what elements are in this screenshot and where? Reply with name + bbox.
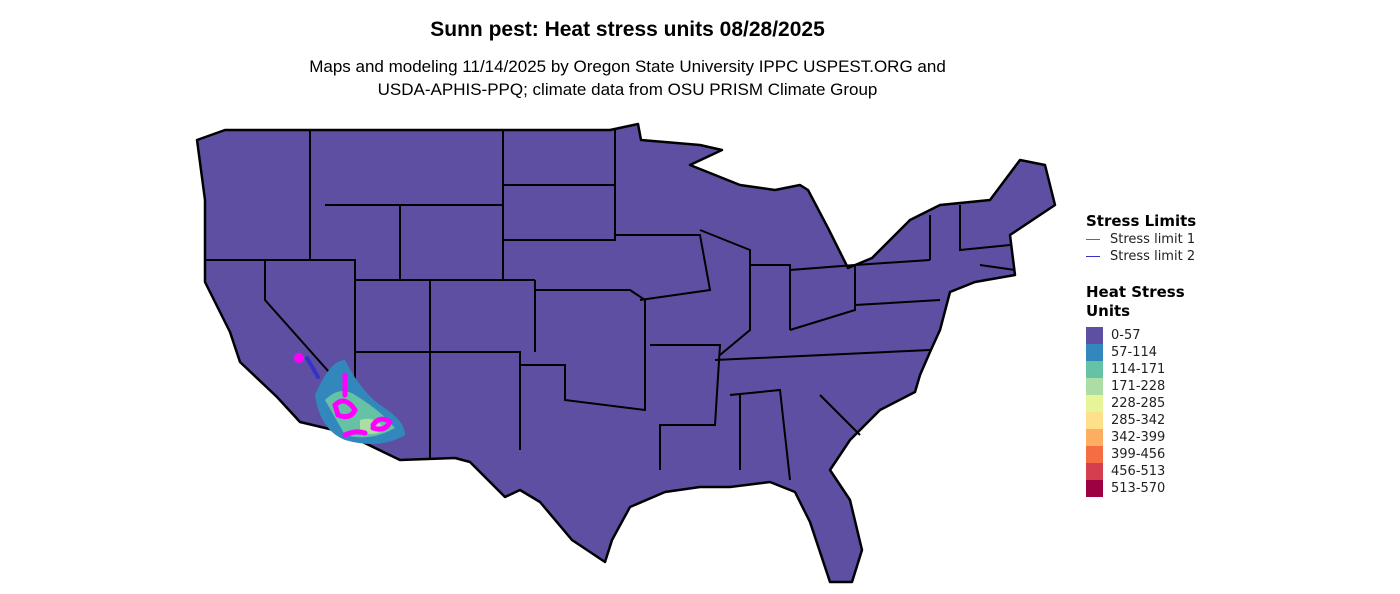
legend-color-swatch xyxy=(1086,395,1103,412)
legend-color-swatch xyxy=(1086,344,1103,361)
legend-label: 114-171 xyxy=(1111,362,1166,377)
map-subtitle: Maps and modeling 11/14/2025 by Oregon S… xyxy=(0,55,1255,101)
stress-limits-legend: Stress Limits Stress limit 1 Stress limit… xyxy=(1086,212,1196,265)
heat-stress-legend-title: Heat Stress Units xyxy=(1086,283,1185,321)
legend-line-swatch xyxy=(1086,238,1100,241)
stress-limit-legend-item: Stress limit 2 xyxy=(1086,248,1196,265)
legend-color-swatch xyxy=(1086,412,1103,429)
heat-stress-legend-item: 513-570 xyxy=(1086,480,1185,497)
heat-stress-legend-item: 114-171 xyxy=(1086,361,1185,378)
legend-color-swatch xyxy=(1086,361,1103,378)
us-outline xyxy=(195,122,1057,584)
subtitle-line-1: Maps and modeling 11/14/2025 by Oregon S… xyxy=(309,57,946,76)
subtitle-line-2: USDA-APHIS-PPQ; climate data from OSU PR… xyxy=(377,80,878,99)
heat-stress-legend-item: 171-228 xyxy=(1086,378,1185,395)
legend-title-line-2: Units xyxy=(1086,302,1131,320)
legend-label: 0-57 xyxy=(1111,328,1141,343)
heat-stress-units-legend: Heat Stress Units 0-57 57-114 114-171 171-22… xyxy=(1086,283,1185,497)
heat-stress-legend-item: 228-285 xyxy=(1086,395,1185,412)
legend-label: 285-342 xyxy=(1111,413,1166,428)
legend-label: Stress limit 1 xyxy=(1110,232,1196,247)
legend-color-swatch xyxy=(1086,463,1103,480)
stress-limit-2-contours xyxy=(305,356,320,379)
heat-stress-legend-item: 399-456 xyxy=(1086,446,1185,463)
stress-limit-1-contours xyxy=(294,353,394,438)
stress-limits-legend-title: Stress Limits xyxy=(1086,212,1197,230)
legend-label: 456-513 xyxy=(1111,464,1166,479)
heat-stress-legend-item: 285-342 xyxy=(1086,412,1185,429)
legend-color-swatch xyxy=(1086,378,1103,395)
legend-color-swatch xyxy=(1086,480,1103,497)
legend-color-swatch xyxy=(1086,327,1103,344)
legend-label: Stress limit 2 xyxy=(1110,249,1196,264)
heat-stress-legend-item: 0-57 xyxy=(1086,327,1185,344)
legend-label: 513-570 xyxy=(1111,481,1166,496)
heat-stress-legend-item: 57-114 xyxy=(1086,344,1185,361)
legend-label: 57-114 xyxy=(1111,345,1158,360)
legend-label: 342-399 xyxy=(1111,430,1166,445)
legend-color-swatch xyxy=(1086,429,1103,446)
legend-title-line-1: Heat Stress xyxy=(1086,283,1185,301)
map-title: Sunn pest: Heat stress units 08/28/2025 xyxy=(430,18,825,41)
legend-color-swatch xyxy=(1086,446,1103,463)
legend-label: 228-285 xyxy=(1111,396,1166,411)
legend-label: 171-228 xyxy=(1111,379,1166,394)
stress-limit-legend-item: Stress limit 1 xyxy=(1086,231,1196,248)
heat-stress-legend-item: 342-399 xyxy=(1086,429,1185,446)
legend-line-swatch xyxy=(1086,255,1100,258)
legend-label: 399-456 xyxy=(1111,447,1166,462)
heat-stress-legend-item: 456-513 xyxy=(1086,463,1185,480)
state-borders xyxy=(205,130,1016,481)
